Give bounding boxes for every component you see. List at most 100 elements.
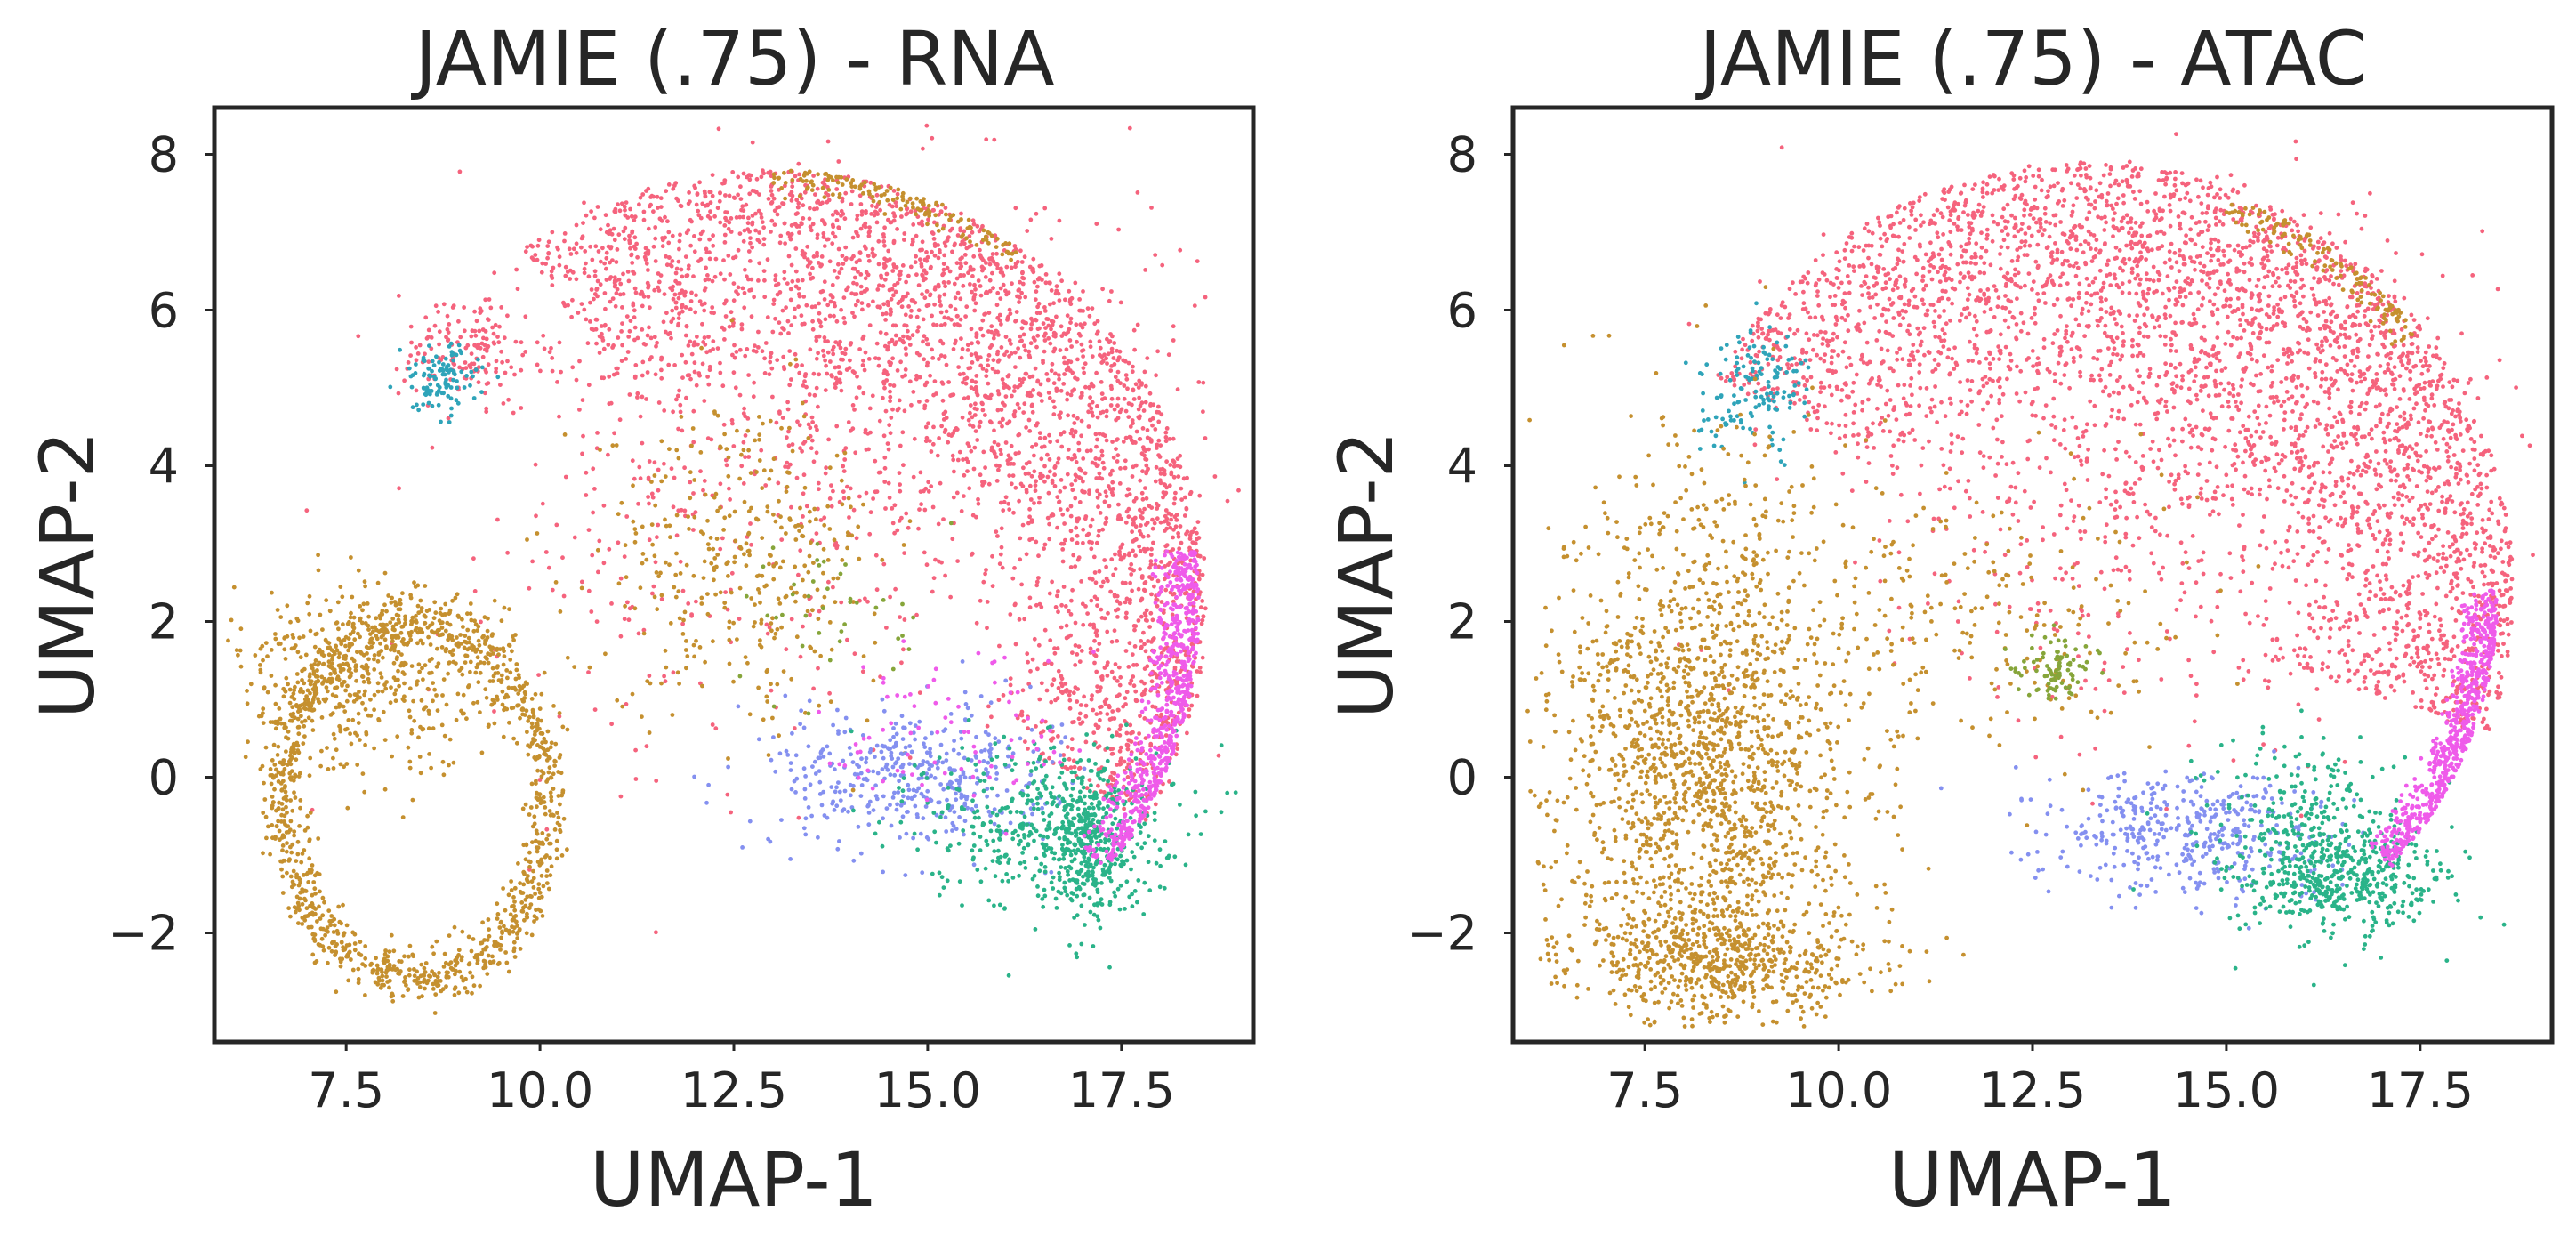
scatter-point <box>1080 720 1085 725</box>
scatter-point <box>829 483 833 488</box>
scatter-point <box>540 731 545 736</box>
scatter-point <box>297 908 302 913</box>
scatter-point <box>285 841 289 845</box>
scatter-point <box>1050 682 1055 688</box>
scatter-point <box>308 755 313 761</box>
scatter-point <box>816 198 821 204</box>
scatter-point <box>677 311 681 316</box>
scatter-point <box>895 280 900 286</box>
scatter-point <box>1018 339 1023 343</box>
scatter-point <box>459 666 464 671</box>
scatter-point <box>1088 622 1093 627</box>
scatter-point <box>607 546 612 552</box>
scatter-point <box>312 937 317 942</box>
scatter-point <box>647 674 652 678</box>
scatter-point <box>504 668 510 673</box>
scatter-point <box>1056 456 1061 461</box>
scatter-point <box>1024 552 1029 557</box>
scatter-point <box>796 572 801 577</box>
scatter-point <box>574 222 579 228</box>
scatter-point <box>1083 714 1089 719</box>
scatter-point <box>619 201 624 206</box>
scatter-point <box>769 200 775 205</box>
scatter-point <box>1043 280 1049 286</box>
scatter-point <box>963 261 969 266</box>
scatter-point <box>474 319 479 324</box>
scatter-point <box>300 922 305 926</box>
scatter-point <box>825 371 830 376</box>
scatter-point <box>1034 318 1039 323</box>
scatter-point <box>775 212 780 217</box>
scatter-point <box>430 944 435 949</box>
scatter-point <box>334 949 339 955</box>
scatter-point <box>827 259 833 264</box>
scatter-point <box>285 810 289 815</box>
scatter-point <box>541 333 546 338</box>
scatter-point <box>556 794 561 798</box>
scatter-point <box>924 303 930 309</box>
scatter-point <box>1102 558 1107 562</box>
scatter-point <box>688 307 693 311</box>
scatter-point <box>1077 297 1082 302</box>
scatter-point <box>1038 382 1043 387</box>
scatter-point <box>787 349 793 353</box>
scatter-point <box>472 589 478 593</box>
scatter-point <box>339 940 344 945</box>
scatter-point <box>1069 598 1074 603</box>
scatter-point <box>302 917 308 923</box>
scatter-point <box>1162 472 1167 477</box>
scatter-point <box>1164 526 1169 531</box>
scatter-point <box>904 511 909 516</box>
scatter-point <box>1009 461 1014 466</box>
scatter-point <box>930 504 936 510</box>
scatter-point <box>491 331 496 336</box>
scatter-point <box>917 507 922 512</box>
scatter-point <box>1149 546 1154 552</box>
scatter-point <box>547 809 552 813</box>
scatter-point <box>895 227 899 231</box>
scatter-point <box>1131 397 1137 401</box>
scatter-point <box>946 432 952 438</box>
scatter-point <box>902 238 906 242</box>
scatter-point <box>1033 483 1038 488</box>
scatter-point <box>1113 375 1118 380</box>
scatter-point <box>1060 512 1066 517</box>
scatter-point <box>637 202 641 207</box>
scatter-point <box>1034 479 1038 484</box>
scatter-point <box>490 666 495 671</box>
scatter-point <box>1153 427 1158 432</box>
scatter-point <box>1115 396 1121 401</box>
scatter-point <box>1112 593 1117 597</box>
scatter-point <box>1083 703 1089 708</box>
scatter-point <box>584 493 589 497</box>
scatter-point <box>1137 395 1142 400</box>
scatter-point <box>769 351 774 356</box>
scatter-point <box>1056 609 1060 615</box>
scatter-point <box>569 314 574 319</box>
scatter-point <box>996 391 1002 397</box>
scatter-point <box>1058 507 1063 512</box>
scatter-point <box>1069 456 1075 462</box>
scatter-point <box>403 621 407 626</box>
scatter-point <box>704 350 710 355</box>
scatter-point <box>891 189 897 193</box>
scatter-point <box>615 287 620 292</box>
scatter-point <box>294 672 300 676</box>
scatter-point <box>543 550 549 554</box>
scatter-point <box>968 264 973 270</box>
scatter-point <box>326 929 330 934</box>
scatter-point <box>948 303 954 309</box>
scatter-point <box>332 923 337 928</box>
scatter-point <box>683 359 688 365</box>
scatter-point <box>656 522 661 528</box>
scatter-point <box>445 313 450 319</box>
scatter-point <box>718 546 723 552</box>
scatter-point <box>609 601 614 606</box>
scatter-point <box>280 833 286 838</box>
scatter-point <box>753 211 758 216</box>
scatter-point <box>702 399 707 403</box>
scatter-point <box>638 414 643 419</box>
scatter-point <box>333 651 337 657</box>
scatter-point <box>678 559 683 564</box>
scatter-point <box>843 346 849 351</box>
